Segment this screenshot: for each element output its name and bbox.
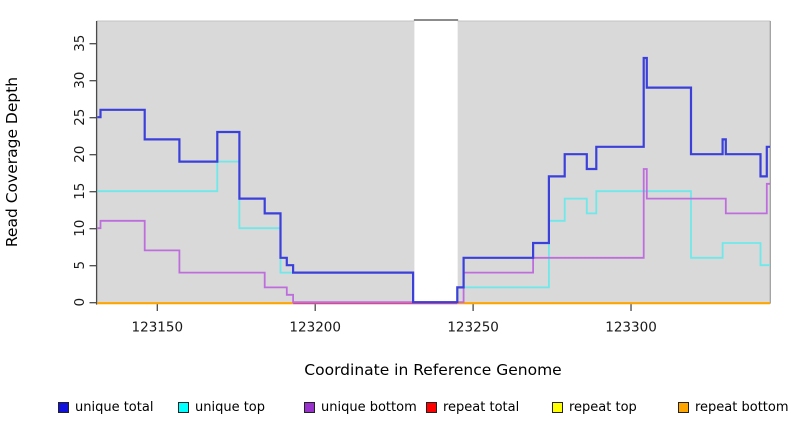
y-tick-label: 5: [72, 261, 88, 270]
legend-swatch-repeat-top: [552, 401, 563, 413]
y-tick-label: 30: [72, 72, 88, 89]
y-tick-label: 0: [72, 298, 88, 307]
x-tick-label: 123250: [447, 320, 499, 336]
legend-label-unique-bottom: unique bottom: [321, 399, 417, 415]
y-axis-title: Read Coverage Depth: [3, 77, 21, 247]
legend-item-repeat-top: repeat top: [552, 397, 637, 417]
legend-swatch-unique-top: [178, 401, 189, 413]
y-tick-label: 10: [72, 220, 88, 237]
legend-item-unique-bottom: unique bottom: [304, 397, 417, 417]
x-tick-label: 123150: [132, 320, 184, 336]
legend-label-unique-top: unique top: [195, 399, 266, 415]
y-tick-label: 20: [72, 146, 88, 163]
series-unique-bottom: [97, 168, 770, 304]
legend-label-unique-total: unique total: [75, 399, 154, 415]
x-tick-label: 123300: [605, 320, 657, 336]
x-tick-label: 123200: [289, 320, 341, 336]
legend-label-repeat-bottom: repeat bottom: [695, 399, 789, 415]
legend-swatch-repeat-bottom: [678, 401, 689, 413]
legend: unique total unique top unique bottom re…: [0, 397, 792, 421]
legend-label-repeat-top: repeat top: [569, 399, 637, 415]
legend-item-unique-total: unique total: [58, 397, 153, 417]
y-tick-label: 35: [72, 35, 88, 52]
legend-label-repeat-total: repeat total: [443, 399, 520, 415]
plot-area: 123150 123200 123250 123300 0 5 10 15 20 25 30 35: [72, 19, 771, 336]
x-axis-title: Coordinate in Reference Genome: [304, 361, 561, 379]
legend-swatch-unique-total: [58, 401, 69, 413]
legend-item-repeat-bottom: repeat bottom: [678, 397, 789, 417]
y-tick-label: 25: [72, 109, 88, 126]
series-unique-top: [97, 160, 770, 304]
legend-swatch-repeat-total: [426, 401, 437, 413]
coverage-chart: 123150 123200 123250 123300 0 5 10 15 20 25 30 35 R…: [3, 19, 771, 379]
legend-item-unique-top: unique top: [178, 397, 265, 417]
coverage-gap-band: [414, 20, 458, 304]
legend-item-repeat-total: repeat total: [426, 397, 519, 417]
legend-swatch-unique-bottom: [304, 401, 315, 413]
series-unique-total: [97, 56, 770, 304]
y-tick-label: 15: [72, 183, 88, 200]
